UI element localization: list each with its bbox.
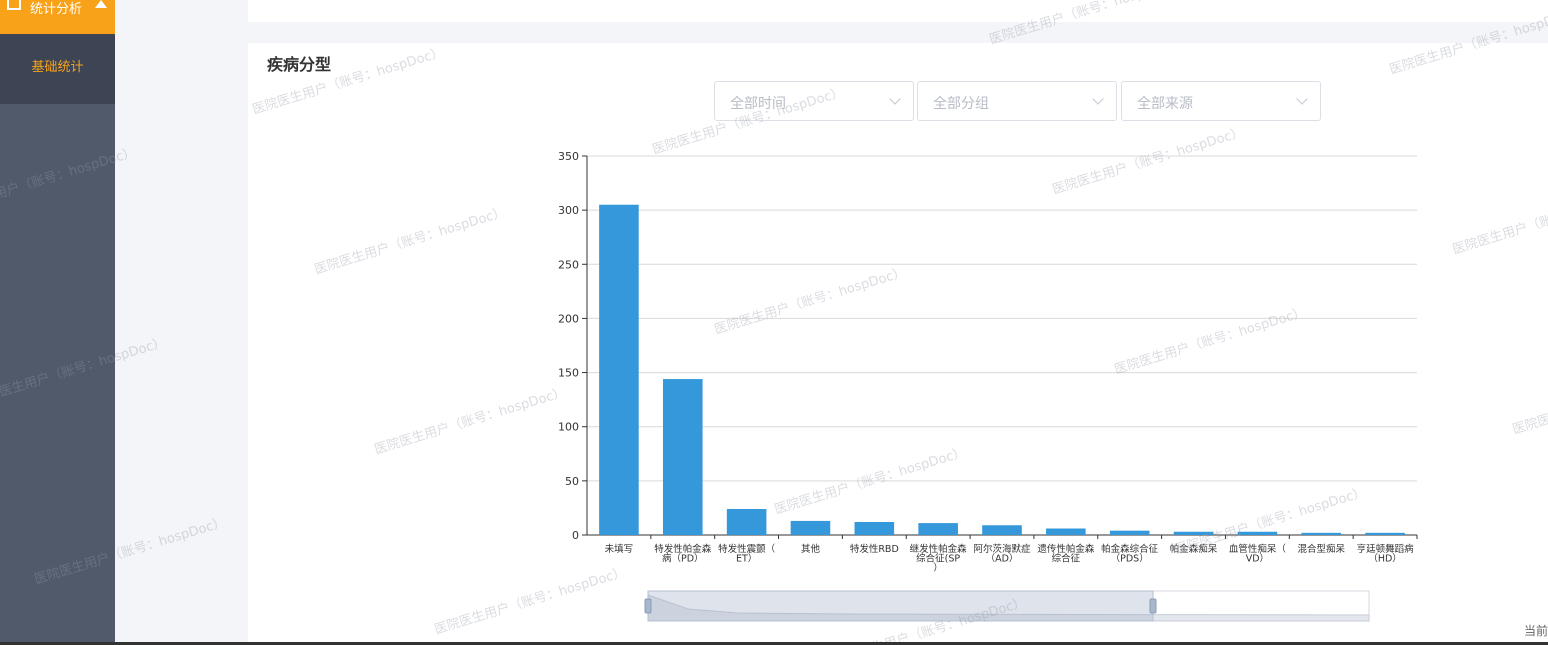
x-tick-label: 继发性帕金森综合征(SP） (910, 543, 968, 574)
caret-up-icon (95, 0, 107, 8)
x-tick-label: 特发性震颤（ ET） (718, 543, 776, 565)
current-page-text: 当前 (1523, 624, 1548, 638)
top-card (248, 0, 1548, 22)
disease-type-bar-chart: 0 50 100 150 200 250 300 350 未填写 特发性帕金森病（PD） 特发性震颤… (558, 150, 1418, 622)
bar (1173, 531, 1214, 535)
time-select[interactable]: 全部时间 (714, 81, 914, 121)
bottom-divider (0, 642, 1548, 645)
sidebar: 统计分析 基础统计 (0, 0, 115, 645)
bar (982, 525, 1022, 535)
x-tick-label: 特发性RBD (850, 543, 899, 555)
y-tick-label: 250 (558, 258, 579, 271)
datazoom-handle (644, 598, 652, 614)
y-tick-label: 0 (572, 529, 579, 542)
sidebar-item-label: 基础统计 (31, 60, 84, 75)
x-tick-label: 混合型痴呆 (1297, 543, 1345, 555)
bar (1301, 532, 1342, 535)
card-title: 疾病分型 (267, 55, 332, 74)
x-tick-label: 其他 (801, 543, 821, 555)
y-tick-label: 100 (558, 421, 579, 434)
x-tick-label: 亨廷顿舞蹈病（HD） (1357, 543, 1415, 565)
datazoom-selection (647, 590, 1154, 622)
bar (1237, 531, 1278, 535)
x-tick-label: 遗传性帕金森综合征 (1037, 543, 1095, 565)
x-tick-label: 阿尔茨海默症（AD） (973, 543, 1031, 565)
bar (662, 379, 703, 535)
sidebar-section-stats[interactable]: 统计分析 (0, 0, 115, 34)
bar (1365, 532, 1405, 535)
source-select-placeholder: 全部来源 (1137, 96, 1193, 112)
y-tick-label: 300 (558, 204, 579, 217)
x-tick-label: 血管性痴呆（ VD） (1229, 543, 1287, 565)
bar (1109, 530, 1150, 535)
sidebar-section-label: 统计分析 (30, 2, 83, 17)
y-tick-label: 150 (558, 367, 579, 380)
group-select-placeholder: 全部分组 (933, 96, 989, 112)
x-tick-label: 未填写 (605, 543, 634, 555)
group-select[interactable]: 全部分组 (917, 81, 1117, 121)
y-tick-label: 200 (558, 312, 579, 325)
disease-type-card: 疾病分型 全部时间 全部分组 全部来源 0 50 100 150 200 250 300 35… (248, 43, 1548, 645)
x-tick-label: 帕金森综合征（PDS） (1101, 543, 1159, 565)
y-tick-label: 50 (565, 475, 579, 488)
source-select[interactable]: 全部来源 (1121, 81, 1321, 121)
bar (790, 520, 831, 535)
sidebar-item-basic-stats[interactable]: 基础统计 (0, 34, 115, 104)
time-select-placeholder: 全部时间 (730, 96, 786, 112)
chart-icon (7, 0, 21, 10)
datazoom-handle (1149, 598, 1157, 614)
bar (918, 523, 958, 535)
bar (726, 509, 767, 535)
bar (599, 204, 639, 535)
bar (854, 522, 895, 535)
x-tick-label: 特发性帕金森病（PD） (654, 543, 712, 565)
bar (1046, 528, 1086, 535)
x-tick-label: 帕金森痴呆 (1170, 543, 1218, 555)
y-tick-label: 350 (558, 150, 579, 163)
